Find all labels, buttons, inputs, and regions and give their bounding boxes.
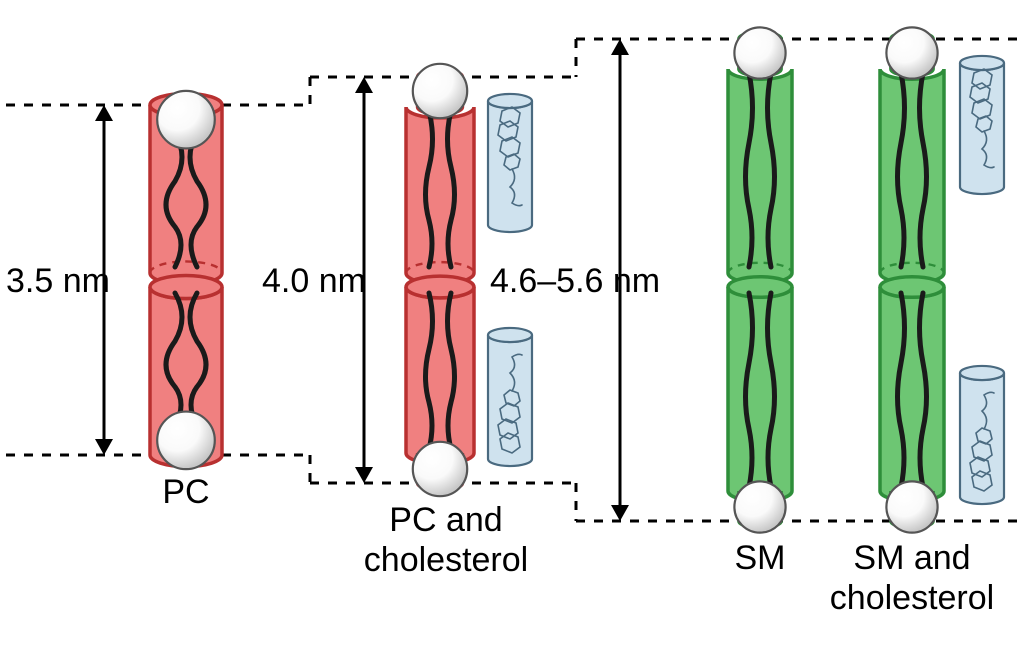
measurement-label: 4.0 nm [262, 262, 366, 300]
caption: PC [162, 473, 209, 511]
caption: PC and [389, 501, 502, 539]
caption: SM [735, 539, 786, 577]
caption: SM and [853, 539, 970, 577]
caption: cholesterol [830, 579, 994, 617]
lipid-bilayer-diagram: 3.5 nmPC4.0 nmPC andcholesterol4.6–5.6 n… [0, 0, 1024, 658]
measurement-label: 3.5 nm [6, 262, 110, 300]
measurement-label: 4.6–5.6 nm [490, 262, 660, 300]
caption: cholesterol [364, 541, 528, 579]
